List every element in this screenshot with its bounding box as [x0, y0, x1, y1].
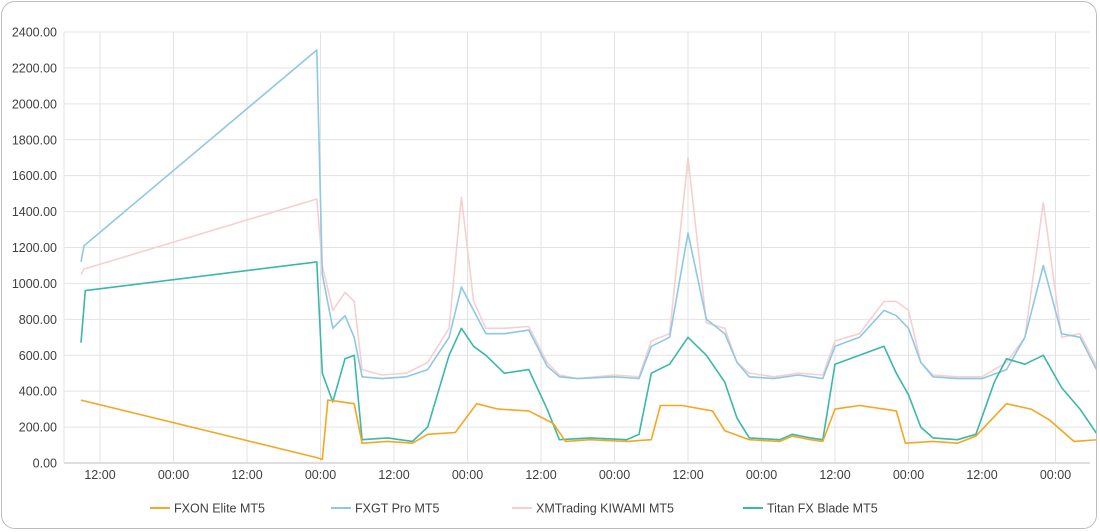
x-tick-label: 12:00: [378, 468, 409, 482]
series-line-0: [80, 399, 1096, 461]
chart-legend: FXON Elite MT5 FXGT Pro MT5 XMTrading KIWA…: [150, 502, 878, 516]
x-tick-label: 00:00: [1040, 468, 1071, 482]
legend-label: Titan FX Blade MT5: [767, 502, 878, 516]
y-tick-label: 800.00: [19, 313, 57, 327]
x-tick-label: 12:00: [819, 468, 850, 482]
y-tick-label: 2000.00: [12, 97, 57, 111]
x-tick-label: 00:00: [158, 468, 189, 482]
y-tick-label: 1000.00: [12, 277, 57, 291]
series-line-1: [80, 49, 1096, 380]
x-axis: 12:00 00:00 12:00 00:00 12:00 00:00 12:00 00:00…: [84, 468, 1071, 482]
x-tick-label: 00:00: [893, 468, 924, 482]
series-line-3: [80, 261, 1096, 443]
y-tick-label: 400.00: [19, 385, 57, 399]
series-line-2: [80, 156, 1096, 380]
legend-label: XMTrading KIWAMI MT5: [536, 502, 674, 516]
y-tick-label: 1400.00: [12, 205, 57, 219]
x-tick-label: 00:00: [599, 468, 630, 482]
y-tick-label: 1800.00: [12, 133, 57, 147]
y-tick-label: 1600.00: [12, 169, 57, 183]
x-tick-label: 00:00: [746, 468, 777, 482]
chart-grid: [63, 31, 1090, 464]
chart-series: [80, 49, 1096, 461]
y-tick-label: 2400.00: [12, 26, 57, 40]
x-tick-label: 12:00: [672, 468, 703, 482]
y-tick-label: 1200.00: [12, 241, 57, 255]
legend-label: FXON Elite MT5: [174, 502, 265, 516]
y-tick-label: 200.00: [19, 421, 57, 435]
x-tick-label: 12:00: [231, 468, 262, 482]
legend-label: FXGT Pro MT5: [355, 502, 440, 516]
x-tick-label: 00:00: [452, 468, 483, 482]
x-tick-label: 12:00: [966, 468, 997, 482]
y-tick-label: 0.00: [33, 457, 57, 471]
y-tick-label: 2200.00: [12, 61, 57, 75]
y-tick-label: 600.00: [19, 349, 57, 363]
y-axis: 0.00 200.00 400.00 600.00 800.00 1000.00 1200.…: [12, 26, 57, 471]
x-tick-label: 00:00: [305, 468, 336, 482]
x-tick-label: 12:00: [84, 468, 115, 482]
x-tick-label: 12:00: [525, 468, 556, 482]
